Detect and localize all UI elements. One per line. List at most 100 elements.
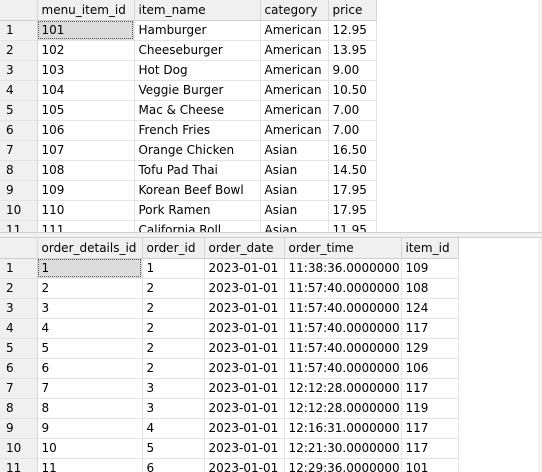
- grid-cell[interactable]: 11:57:40.0000000: [284, 358, 402, 379]
- grid-cell[interactable]: 102: [37, 40, 135, 61]
- table-row[interactable]: 7 107 Orange Chicken Asian 16.50: [0, 140, 377, 161]
- table-row[interactable]: 6 6 2 2023-01-01 11:57:40.0000000 106: [0, 358, 459, 379]
- grid-cell[interactable]: 2023-01-01: [204, 298, 285, 319]
- table-row[interactable]: 9 109 Korean Beef Bowl Asian 17.95: [0, 180, 377, 201]
- grid-cell[interactable]: 17.95: [328, 180, 377, 201]
- results-splitter[interactable]: [0, 232, 542, 238]
- grid-cell[interactable]: 2023-01-01: [204, 318, 285, 339]
- table-row[interactable]: 6 106 French Fries American 7.00: [0, 120, 377, 141]
- row-number[interactable]: 10: [0, 438, 38, 459]
- row-number[interactable]: 6: [0, 120, 38, 141]
- grid-cell[interactable]: 2: [142, 278, 205, 299]
- grid-cell[interactable]: 12:12:28.0000000: [284, 378, 402, 399]
- grid-cell[interactable]: 103: [37, 60, 135, 81]
- grid-cell[interactable]: 11.95: [328, 220, 377, 232]
- grid-cell[interactable]: American: [260, 120, 329, 141]
- table-row[interactable]: 9 9 4 2023-01-01 12:16:31.0000000 117: [0, 418, 459, 439]
- grid-cell[interactable]: 109: [401, 258, 459, 279]
- grid-cell[interactable]: 12.95: [328, 20, 377, 41]
- grid-cell[interactable]: 106: [37, 120, 135, 141]
- grid-cell[interactable]: 101: [401, 458, 459, 472]
- grid-cell[interactable]: 8: [37, 398, 143, 419]
- grid-cell[interactable]: Korean Beef Bowl: [134, 180, 261, 201]
- grid-cell[interactable]: Pork Ramen: [134, 200, 261, 221]
- row-number[interactable]: 11: [0, 220, 38, 232]
- grid-cell[interactable]: American: [260, 20, 329, 41]
- row-number[interactable]: 2: [0, 278, 38, 299]
- grid-cell[interactable]: 1: [142, 258, 205, 279]
- grid-cell[interactable]: Asian: [260, 180, 329, 201]
- column-header[interactable]: order_time: [284, 238, 402, 259]
- grid-cell[interactable]: 9.00: [328, 60, 377, 81]
- select-all-corner[interactable]: [0, 0, 38, 21]
- table-row[interactable]: 2 2 2 2023-01-01 11:57:40.0000000 108: [0, 278, 459, 299]
- grid-cell[interactable]: American: [260, 80, 329, 101]
- row-number[interactable]: 3: [0, 298, 38, 319]
- grid-cell[interactable]: Mac & Cheese: [134, 100, 261, 121]
- grid-cell[interactable]: 7.00: [328, 120, 377, 141]
- column-header[interactable]: price: [328, 0, 377, 21]
- grid-cell[interactable]: California Roll: [134, 220, 261, 232]
- grid-cell[interactable]: 4: [37, 318, 143, 339]
- grid-cell[interactable]: 11:57:40.0000000: [284, 338, 402, 359]
- menu-items-results-grid[interactable]: menu_item_id item_name category price 1 101 H…: [0, 0, 542, 232]
- row-number[interactable]: 8: [0, 398, 38, 419]
- grid-cell[interactable]: Hamburger: [134, 20, 261, 41]
- grid-cell[interactable]: 3: [37, 298, 143, 319]
- grid-cell[interactable]: Asian: [260, 200, 329, 221]
- grid-cell[interactable]: 109: [37, 180, 135, 201]
- grid-cell[interactable]: 5: [37, 338, 143, 359]
- grid-cell[interactable]: American: [260, 100, 329, 121]
- grid-cell[interactable]: Hot Dog: [134, 60, 261, 81]
- row-number[interactable]: 9: [0, 180, 38, 201]
- grid-cell[interactable]: 101: [37, 20, 135, 41]
- table-row[interactable]: 11 111 California Roll Asian 11.95: [0, 220, 377, 232]
- row-number[interactable]: 2: [0, 40, 38, 61]
- grid-cell[interactable]: 7: [37, 378, 143, 399]
- row-number[interactable]: 3: [0, 60, 38, 81]
- row-number[interactable]: 6: [0, 358, 38, 379]
- row-number[interactable]: 7: [0, 140, 38, 161]
- column-header[interactable]: order_details_id: [37, 238, 143, 259]
- grid-cell[interactable]: 2: [142, 338, 205, 359]
- grid-cell[interactable]: 10.50: [328, 80, 377, 101]
- grid-cell[interactable]: 11:57:40.0000000: [284, 318, 402, 339]
- table-row[interactable]: 10 10 5 2023-01-01 12:21:30.0000000 117: [0, 438, 459, 459]
- row-number[interactable]: 1: [0, 20, 38, 41]
- column-header[interactable]: item_id: [401, 238, 459, 259]
- grid-cell[interactable]: 117: [401, 418, 459, 439]
- grid-cell[interactable]: 2023-01-01: [204, 378, 285, 399]
- grid-cell[interactable]: 1: [37, 258, 143, 279]
- grid-cell[interactable]: 106: [401, 358, 459, 379]
- grid-cell[interactable]: 11:57:40.0000000: [284, 278, 402, 299]
- column-header[interactable]: menu_item_id: [37, 0, 135, 21]
- row-number[interactable]: 4: [0, 80, 38, 101]
- grid-cell[interactable]: 12:12:28.0000000: [284, 398, 402, 419]
- grid-cell[interactable]: Asian: [260, 160, 329, 181]
- grid-cell[interactable]: 12:29:36.0000000: [284, 458, 402, 472]
- table-row[interactable]: 7 7 3 2023-01-01 12:12:28.0000000 117: [0, 378, 459, 399]
- grid-cell[interactable]: 11: [37, 458, 143, 472]
- grid-cell[interactable]: 2: [37, 278, 143, 299]
- column-header[interactable]: category: [260, 0, 329, 21]
- select-all-corner[interactable]: [0, 238, 38, 259]
- table-row[interactable]: 1 1 1 2023-01-01 11:38:36.0000000 109: [0, 258, 459, 279]
- grid-cell[interactable]: 17.95: [328, 200, 377, 221]
- grid-cell[interactable]: American: [260, 60, 329, 81]
- table-row[interactable]: 10 110 Pork Ramen Asian 17.95: [0, 200, 377, 221]
- grid-cell[interactable]: 108: [37, 160, 135, 181]
- grid-cell[interactable]: 13.95: [328, 40, 377, 61]
- row-number[interactable]: 11: [0, 458, 38, 472]
- grid-cell[interactable]: 3: [142, 378, 205, 399]
- grid-cell[interactable]: 7.00: [328, 100, 377, 121]
- row-number[interactable]: 9: [0, 418, 38, 439]
- table-row[interactable]: 8 8 3 2023-01-01 12:12:28.0000000 119: [0, 398, 459, 419]
- grid-cell[interactable]: 107: [37, 140, 135, 161]
- grid-cell[interactable]: 12:21:30.0000000: [284, 438, 402, 459]
- table-row[interactable]: 4 104 Veggie Burger American 10.50: [0, 80, 377, 101]
- grid-cell[interactable]: 129: [401, 338, 459, 359]
- grid-cell[interactable]: 110: [37, 200, 135, 221]
- table-row[interactable]: 5 5 2 2023-01-01 11:57:40.0000000 129: [0, 338, 459, 359]
- grid-cell[interactable]: 117: [401, 318, 459, 339]
- column-header[interactable]: order_id: [142, 238, 205, 259]
